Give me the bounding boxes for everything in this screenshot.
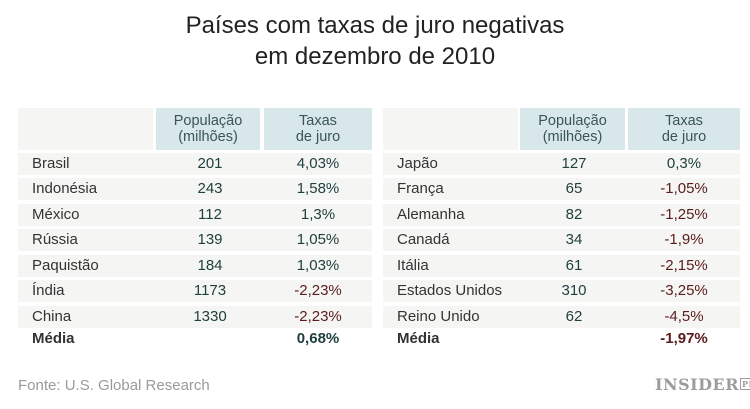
population-value: 112 (156, 204, 264, 226)
average-rate: -1,97% (660, 330, 708, 347)
country-name: Alemanha (383, 204, 520, 226)
rate-value: -1,25% (628, 204, 740, 226)
country-name: Estados Unidos (383, 280, 520, 302)
header-population: População (milhões) (156, 108, 260, 150)
header-blank (383, 108, 518, 150)
population-value: 1173 (156, 280, 264, 302)
header-rate: Taxas de juro (628, 108, 740, 150)
population-value: 201 (156, 153, 264, 175)
country-name: Indonésia (18, 178, 156, 200)
average-label: Média (397, 330, 440, 347)
average-label: Média (32, 330, 75, 347)
table-row: China 1330 -2,23% (18, 306, 372, 328)
header-rate-line1: Taxas (299, 113, 337, 129)
table-row: Rússia 139 1,05% (18, 229, 372, 251)
table-row: Indonésia 243 1,58% (18, 178, 372, 200)
header-blank (18, 108, 153, 150)
table-row: Brasil 201 4,03% (18, 153, 372, 175)
header-rate-line2: de juro (661, 129, 707, 145)
population-value: 1330 (156, 306, 264, 328)
rate-value: -1,9% (628, 229, 740, 251)
population-value: 243 (156, 178, 264, 200)
population-value: 82 (520, 204, 628, 226)
header-population-line2: (milhões) (542, 129, 603, 145)
table-row: Reino Unido 62 -4,5% (383, 306, 740, 328)
table-row: Alemanha 82 -1,25% (383, 204, 740, 226)
country-name: China (18, 306, 156, 328)
header-population: População (milhões) (520, 108, 625, 150)
table-row: Itália 61 -2,15% (383, 255, 740, 277)
country-name: Rússia (18, 229, 156, 251)
country-name: Itália (383, 255, 520, 277)
rate-value: -2,23% (264, 306, 372, 328)
rate-value: -2,23% (264, 280, 372, 302)
logo-text: INSIDER (655, 375, 740, 394)
country-name: Índia (18, 280, 156, 302)
rate-value: 1,05% (264, 229, 372, 251)
country-name: Japão (383, 153, 520, 175)
country-name: França (383, 178, 520, 200)
table-row: Índia 1173 -2,23% (18, 280, 372, 302)
average-row: Média -1,97% (383, 328, 740, 350)
table-row: Canadá 34 -1,9% (383, 229, 740, 251)
title-line-1: Países com taxas de juro negativas (185, 12, 565, 39)
table-row: França 65 -1,05% (383, 178, 740, 200)
rate-value: 1,03% (264, 255, 372, 277)
rate-value: 1,58% (264, 178, 372, 200)
rate-value: -4,5% (628, 306, 740, 328)
population-value: 184 (156, 255, 264, 277)
country-name: Canadá (383, 229, 520, 251)
table-row: Paquistão 184 1,03% (18, 255, 372, 277)
country-name: México (18, 204, 156, 226)
chart-title: Países com taxas de juro negativas em de… (0, 10, 750, 72)
population-value: 139 (156, 229, 264, 251)
header-population-line2: (milhões) (178, 129, 238, 145)
table-row: Japão 127 0,3% (383, 153, 740, 175)
logo-badge: PRO (740, 378, 750, 390)
population-value: 65 (520, 178, 628, 200)
rate-value: 4,03% (264, 153, 372, 175)
rate-value: -2,15% (628, 255, 740, 277)
country-name: Paquistão (18, 255, 156, 277)
header-population-line1: População (538, 113, 607, 129)
header-population-line1: População (173, 113, 243, 129)
source-note: Fonte: U.S. Global Research (18, 377, 210, 394)
table-row: Estados Unidos 310 -3,25% (383, 280, 740, 302)
title-line-2: em dezembro de 2010 (254, 43, 496, 70)
average-rate: 0,68% (296, 330, 340, 347)
header-rate-line1: Taxas (665, 113, 703, 129)
population-value: 62 (520, 306, 628, 328)
population-value: 34 (520, 229, 628, 251)
country-name: Brasil (18, 153, 156, 175)
header-rate-line2: de juro (295, 129, 341, 145)
rate-value: -1,05% (628, 178, 740, 200)
average-row: Média 0,68% (18, 328, 372, 350)
population-value: 310 (520, 280, 628, 302)
rate-value: 0,3% (628, 153, 740, 175)
rate-value: 1,3% (264, 204, 372, 226)
header-rate: Taxas de juro (264, 108, 372, 150)
population-value: 127 (520, 153, 628, 175)
table-row: México 112 1,3% (18, 204, 372, 226)
insider-pro-logo: INSIDERPRO (655, 375, 750, 394)
rate-value: -3,25% (628, 280, 740, 302)
population-value: 61 (520, 255, 628, 277)
country-name: Reino Unido (383, 306, 520, 328)
